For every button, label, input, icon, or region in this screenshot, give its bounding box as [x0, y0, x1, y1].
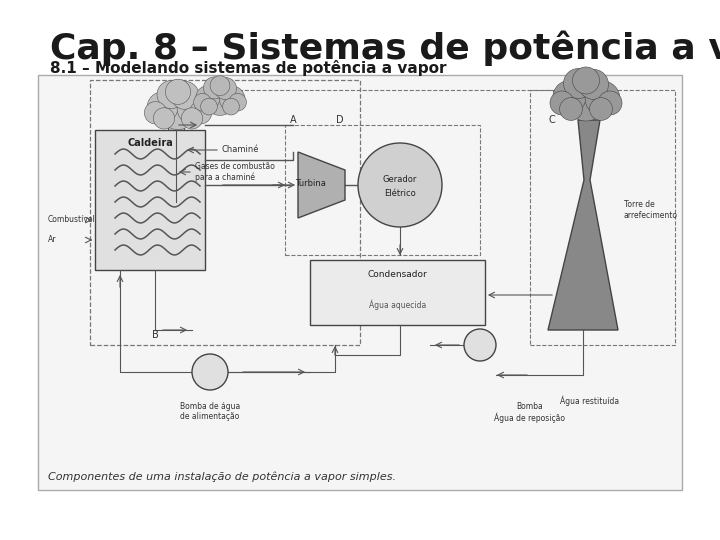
- Text: Chaminé: Chaminé: [222, 145, 259, 154]
- Text: C: C: [549, 115, 555, 125]
- Bar: [168, 112, 184, 202]
- Circle shape: [201, 98, 217, 115]
- Circle shape: [585, 81, 620, 116]
- Text: Água restituída: Água restituída: [560, 395, 620, 406]
- Text: Água aquecida: Água aquecida: [369, 300, 426, 310]
- Text: Torre de
arrefecimento: Torre de arrefecimento: [624, 200, 678, 220]
- Text: Caldeira: Caldeira: [127, 138, 173, 148]
- Circle shape: [464, 329, 496, 361]
- Circle shape: [358, 143, 442, 227]
- Text: Gases de combustão
para a chaminé: Gases de combustão para a chaminé: [195, 162, 275, 182]
- Circle shape: [153, 108, 175, 129]
- Circle shape: [147, 92, 178, 123]
- Circle shape: [145, 102, 167, 124]
- Circle shape: [564, 69, 593, 98]
- Circle shape: [553, 80, 586, 113]
- Text: Cap. 8 – Sistemas de potência a vapor: Cap. 8 – Sistemas de potência a vapor: [50, 30, 720, 65]
- Text: Combustível: Combustível: [48, 215, 96, 225]
- Circle shape: [550, 91, 574, 115]
- Text: Elétrico: Elétrico: [384, 188, 416, 198]
- Circle shape: [578, 70, 608, 99]
- Bar: [530, 90, 675, 345]
- Text: Condensador: Condensador: [368, 270, 428, 279]
- Circle shape: [222, 98, 239, 115]
- Circle shape: [166, 79, 191, 104]
- Text: Ar: Ar: [48, 235, 56, 245]
- Text: Gerador: Gerador: [383, 174, 417, 184]
- Circle shape: [210, 76, 230, 96]
- Circle shape: [598, 91, 622, 115]
- Bar: [90, 80, 360, 345]
- Circle shape: [171, 82, 199, 110]
- Circle shape: [189, 102, 212, 124]
- Circle shape: [192, 354, 228, 390]
- Bar: [95, 130, 205, 270]
- Bar: [38, 75, 682, 490]
- Circle shape: [572, 67, 600, 94]
- Circle shape: [229, 93, 246, 111]
- Text: A: A: [289, 115, 297, 125]
- Circle shape: [565, 79, 607, 121]
- Text: Bomba de água
de alimentação: Bomba de água de alimentação: [180, 402, 240, 421]
- Text: Bomba
Água de reposição: Bomba Água de reposição: [495, 402, 565, 423]
- Text: D: D: [336, 115, 344, 125]
- Circle shape: [194, 93, 211, 111]
- Circle shape: [196, 86, 220, 110]
- Text: Componentes de uma instalação de potência a vapor simples.: Componentes de uma instalação de potênci…: [48, 471, 396, 482]
- Bar: [310, 260, 485, 325]
- Text: B: B: [152, 330, 158, 340]
- Bar: [285, 125, 480, 255]
- Circle shape: [204, 85, 235, 116]
- Polygon shape: [548, 120, 618, 330]
- Text: 8.1 – Modelando sistemas de potência a vapor: 8.1 – Modelando sistemas de potência a v…: [50, 60, 446, 76]
- Text: Turbina: Turbina: [294, 179, 325, 187]
- Circle shape: [181, 108, 202, 129]
- Circle shape: [204, 77, 225, 99]
- Circle shape: [220, 86, 245, 112]
- Circle shape: [177, 92, 210, 125]
- Circle shape: [157, 80, 185, 109]
- Circle shape: [590, 98, 613, 120]
- Polygon shape: [298, 152, 345, 218]
- Circle shape: [215, 78, 236, 99]
- Circle shape: [158, 90, 197, 130]
- Circle shape: [559, 98, 582, 120]
